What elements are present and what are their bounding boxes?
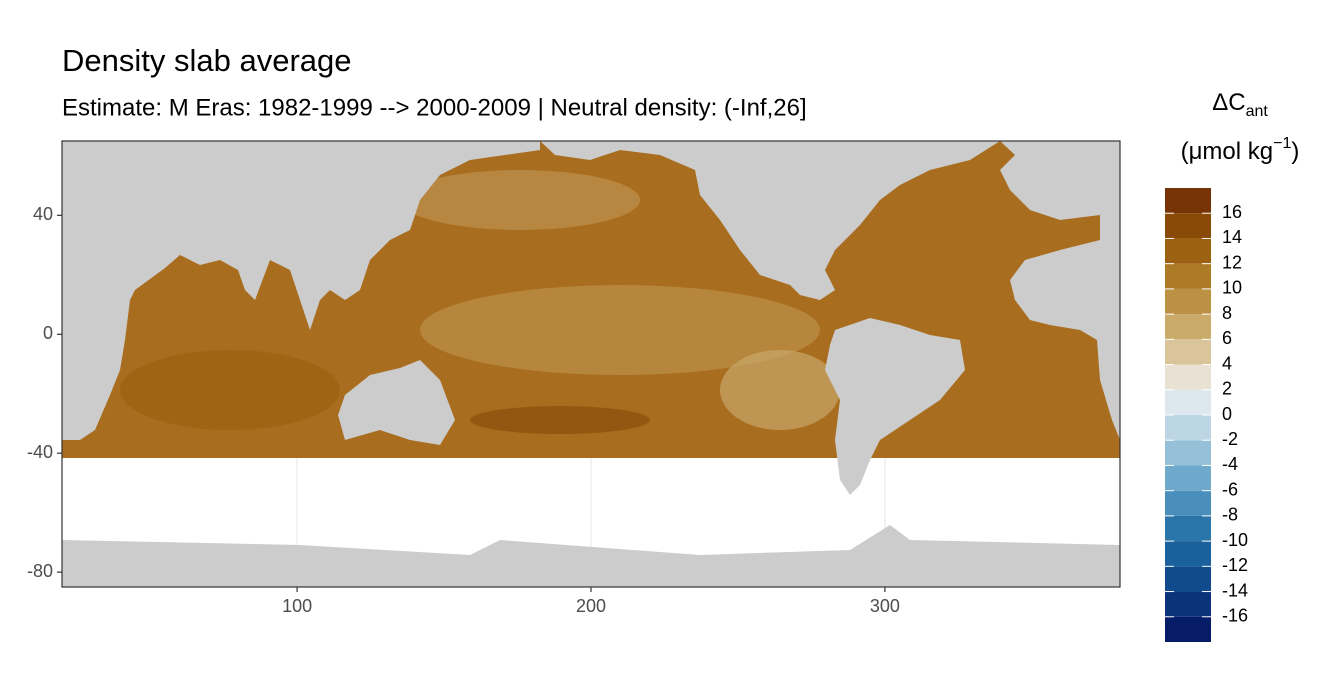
map-panel	[61, 140, 1121, 588]
legend-swatch	[1165, 389, 1211, 415]
legend-tick-label: -10	[1222, 530, 1248, 550]
legend-tick-label: 12	[1222, 252, 1242, 272]
legend-swatch	[1165, 314, 1211, 340]
legend-swatch	[1165, 364, 1211, 390]
legend-tick-label: -2	[1222, 429, 1238, 449]
y-tick-label: -40	[27, 442, 53, 462]
land	[825, 318, 965, 495]
land	[1000, 141, 1120, 440]
legend-tick-label: -12	[1222, 555, 1248, 575]
legend-tick-label: 6	[1222, 328, 1232, 348]
legend-swatch	[1165, 541, 1211, 567]
legend-swatch	[1165, 566, 1211, 592]
x-tick-label: 100	[282, 596, 312, 616]
y-tick-label: -80	[27, 561, 53, 581]
legend-tick-label: 16	[1222, 202, 1242, 222]
ocean-shading	[120, 350, 340, 430]
legend-swatch	[1165, 263, 1211, 289]
legend-title: ΔCant	[1212, 89, 1268, 120]
legend-swatch	[1165, 440, 1211, 466]
legend-tick-label: 8	[1222, 303, 1232, 323]
legend-tick-label: 4	[1222, 353, 1232, 373]
legend: 16 14 12 10 8 6 4 2 0 -2 -4 -6 -8 -10 -12 -14 -16	[1165, 188, 1248, 642]
legend-swatch	[1165, 515, 1211, 542]
ocean-shading	[400, 170, 640, 230]
legend-tick-label: -14	[1222, 580, 1248, 600]
legend-swatch	[1165, 339, 1211, 365]
chart-subtitle: Estimate: M Eras: 1982-1999 --> 2000-200…	[62, 94, 807, 121]
legend-swatch	[1165, 238, 1211, 264]
y-tick-label: 0	[43, 323, 53, 343]
x-tick-label: 200	[576, 596, 606, 616]
legend-swatch	[1165, 465, 1211, 491]
legend-unit: (μmol kg−1)	[1181, 135, 1300, 165]
land	[62, 141, 540, 440]
land	[62, 525, 1120, 587]
ocean-shading	[720, 350, 840, 430]
legend-unit-close: )	[1291, 138, 1299, 165]
ocean-shading	[470, 406, 650, 434]
chart-title: Density slab average	[62, 43, 352, 78]
x-tick-label: 300	[870, 596, 900, 616]
legend-tick-label: -4	[1222, 454, 1238, 474]
ocean-shading	[420, 285, 820, 375]
legend-tick-label: -6	[1222, 479, 1238, 499]
legend-title-main: ΔC	[1212, 89, 1245, 116]
legend-title-subscript: ant	[1246, 103, 1269, 120]
legend-swatch	[1165, 616, 1211, 642]
legend-swatch	[1165, 591, 1211, 617]
y-tick-label: 40	[33, 204, 53, 224]
land	[338, 360, 455, 445]
legend-tick-label: -16	[1222, 606, 1248, 626]
legend-unit-main: (μmol kg	[1181, 138, 1274, 165]
legend-tick-label: 2	[1222, 379, 1232, 399]
legend-tick-label: 14	[1222, 227, 1242, 247]
legend-swatch	[1165, 415, 1211, 441]
legend-swatch	[1165, 213, 1211, 239]
legend-unit-superscript: −1	[1273, 135, 1291, 152]
legend-tick-label: 0	[1222, 404, 1232, 424]
map-layers	[62, 141, 1120, 587]
legend-swatch	[1165, 188, 1211, 214]
legend-tick-label: 10	[1222, 278, 1242, 298]
land	[540, 141, 1000, 300]
legend-swatch	[1165, 490, 1211, 516]
legend-swatch	[1165, 288, 1211, 315]
legend-tick-label: -8	[1222, 505, 1238, 525]
